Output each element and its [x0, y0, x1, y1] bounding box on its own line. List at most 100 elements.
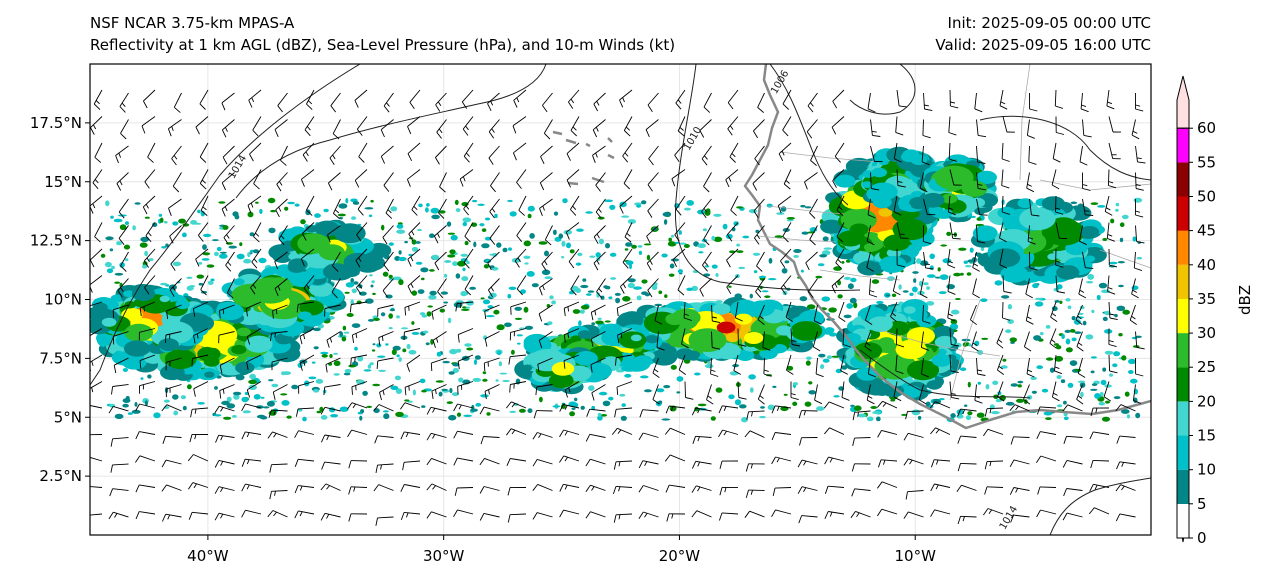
wind-barb-flag [407, 285, 413, 294]
reflectivity-cell [1065, 241, 1088, 256]
wind-barb-staff [737, 381, 740, 398]
reflectivity-speck [760, 406, 765, 409]
reflectivity-speck [1053, 343, 1059, 346]
reflectivity-speck [793, 254, 799, 258]
wind-barb-flag [782, 103, 790, 110]
wind-barb-flag [378, 337, 381, 346]
wind-barb-flag [675, 102, 682, 110]
reflectivity-speck [605, 243, 610, 249]
reflectivity-speck [1064, 329, 1071, 333]
wind-barb-staff [1001, 195, 1004, 213]
wind-barb-staff [139, 381, 156, 387]
wind-barb-flag [333, 213, 340, 219]
wind-barb-staff [893, 195, 898, 212]
wind-barb-staff [113, 304, 129, 311]
wind-barb-flag [320, 513, 326, 521]
wind-barb-half-flag [882, 459, 886, 465]
wind-barb-flag [977, 187, 986, 191]
wind-barb-staff [922, 304, 924, 322]
reflectivity-speck [464, 240, 469, 246]
reflectivity-cell [926, 380, 943, 390]
y-tick-label: 7.5°N [39, 349, 82, 367]
reflectivity-speck [587, 290, 595, 293]
reflectivity-speck [582, 278, 587, 282]
reflectivity-speck [891, 293, 897, 297]
wind-barb-flag [997, 369, 1005, 375]
wind-barb-half-flag [759, 315, 764, 320]
title-left: NSF NCAR 3.75-km MPAS-A Reflectivity at … [90, 12, 675, 56]
reflectivity-speck [134, 402, 138, 407]
reflectivity-speck [333, 352, 338, 355]
wind-barb-staff [733, 354, 739, 371]
reflectivity-speck [776, 212, 785, 215]
reflectivity-speck [588, 385, 595, 391]
wind-barb-flag [1131, 134, 1140, 140]
wind-barb-flag [824, 456, 829, 465]
wind-barb-flag [852, 412, 856, 421]
reflectivity-speck [214, 386, 218, 390]
reflectivity-speck [390, 385, 399, 390]
reflectivity-speck [580, 284, 589, 289]
wind-barb-staff [1066, 488, 1083, 491]
wind-barb-staff [699, 119, 712, 131]
wind-barb-flag [294, 485, 299, 494]
wind-barb-flag [457, 334, 460, 343]
reflectivity-speck [106, 268, 114, 274]
reflectivity-speck [964, 404, 968, 407]
wind-barb-staff [464, 275, 474, 290]
wind-barb-staff [484, 304, 500, 312]
reflectivity-speck [1117, 261, 1125, 264]
wind-barb-flag [978, 134, 987, 138]
reflectivity-speck [615, 297, 621, 304]
wind-barb-staff [250, 275, 262, 288]
wind-barb-flag [462, 128, 469, 136]
reflectivity-speck [946, 231, 952, 236]
wind-barb-staff [118, 198, 129, 213]
wind-barb-flag [566, 153, 571, 161]
reflectivity-speck [736, 250, 744, 254]
reflectivity-speck [337, 213, 346, 217]
wind-barb-half-flag [867, 395, 873, 399]
wind-barb-flag [1089, 484, 1094, 492]
wind-barb-staff [695, 407, 712, 412]
wind-barb-staff [544, 225, 553, 241]
wind-barb-half-flag [273, 433, 277, 438]
wind-barb-staff [411, 195, 421, 210]
wind-barb-staff [801, 486, 818, 491]
reflectivity-cell [1056, 265, 1080, 280]
wind-barb-flag [277, 105, 283, 113]
wind-barb-half-flag [594, 310, 597, 316]
wind-barb-staff [245, 509, 262, 515]
reflectivity-speck [526, 271, 535, 277]
reflectivity-speck [658, 400, 663, 404]
reflectivity-speck [378, 369, 386, 372]
reflectivity-speck [934, 276, 942, 279]
wind-barb-flag [538, 340, 543, 349]
wind-barb-staff [896, 89, 900, 106]
wind-barb-staff [247, 328, 262, 338]
x-tick-label: 40°W [187, 547, 229, 565]
wind-barb-staff [169, 225, 182, 237]
reflectivity-speck [439, 308, 445, 313]
wind-barb-half-flag [1108, 181, 1114, 184]
wind-barb-staff [590, 511, 606, 518]
wind-barb-flag [919, 399, 927, 405]
wind-barb-flag [977, 373, 986, 376]
wind-barb-flag [780, 260, 786, 268]
wind-barb-flag [1037, 486, 1041, 495]
wind-barb-half-flag [857, 411, 859, 417]
wind-barb-flag [654, 320, 663, 325]
wind-barb-flag [831, 126, 837, 135]
reflectivity-speck [158, 213, 163, 217]
wind-barb-flag [852, 437, 855, 447]
wind-barb-staff [755, 278, 765, 292]
wind-barb-staff [566, 222, 580, 233]
wind-barb-staff [245, 483, 262, 488]
wind-barb-flag [544, 239, 552, 246]
coastlines [552, 64, 1151, 430]
wind-barb-flag [532, 512, 538, 520]
wind-barb-staff [404, 460, 421, 463]
reflectivity-speck [722, 223, 728, 230]
wind-barb-staff [408, 222, 421, 235]
